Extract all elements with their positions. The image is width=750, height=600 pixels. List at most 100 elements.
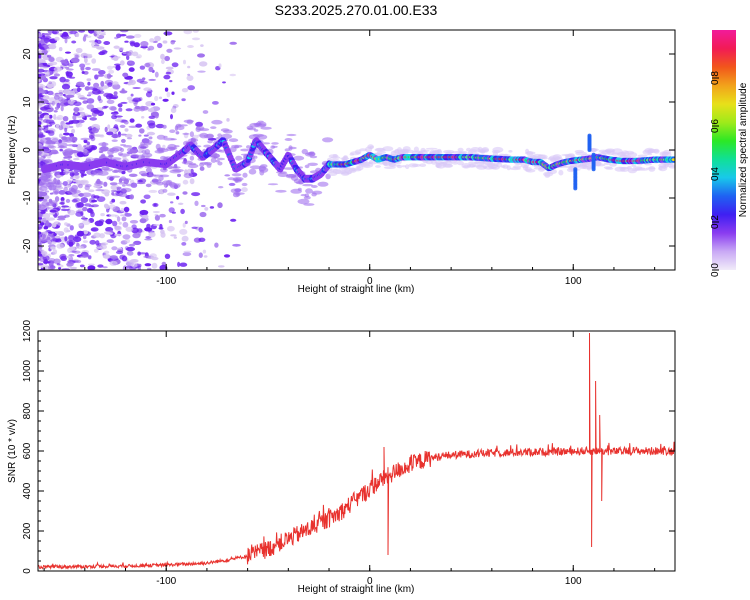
noise-blob	[120, 133, 127, 136]
ridge-halo-blob	[442, 163, 454, 168]
ridge-halo-blob	[577, 164, 588, 169]
noise-blob	[109, 255, 118, 259]
noise-blob	[228, 182, 236, 186]
noise-blob	[106, 239, 115, 244]
noise-blob	[96, 74, 104, 77]
ridge-halo-blob	[397, 147, 402, 153]
noise-blob	[130, 259, 139, 263]
noise-blob	[64, 222, 68, 226]
noise-blob	[112, 220, 118, 227]
ridge-halo-blob	[302, 183, 313, 187]
noise-blob	[97, 264, 104, 268]
ridge-halo-blob	[306, 152, 313, 156]
noise-blob	[79, 180, 88, 183]
ridge-halo-blob	[189, 155, 195, 161]
ridge-halo-blob	[144, 166, 152, 168]
ridge-halo-blob	[664, 163, 675, 168]
noise-blob	[181, 235, 189, 242]
noise-blob	[59, 202, 65, 205]
noise-blob	[198, 252, 203, 258]
noise-blob	[65, 198, 71, 203]
noise-blob	[105, 93, 113, 100]
noise-blob	[112, 83, 121, 90]
noise-blob	[41, 152, 50, 157]
noise-blob	[67, 209, 76, 216]
noise-blob	[53, 110, 58, 113]
noise-blob	[86, 78, 92, 82]
noise-blob	[100, 134, 104, 137]
ridge-halo-blob	[311, 185, 318, 188]
disturbance-blob	[573, 186, 578, 191]
noise-blob	[77, 223, 84, 227]
ridge-halo-blob	[508, 150, 513, 153]
noise-blob	[177, 261, 181, 267]
noise-blob	[38, 134, 46, 138]
ridge-halo-blob	[39, 186, 48, 191]
noise-blob	[135, 123, 143, 128]
noise-blob	[38, 238, 43, 242]
ridge-halo-blob	[307, 162, 319, 166]
ridge-halo-blob	[496, 162, 503, 168]
noise-blob	[70, 57, 80, 64]
noise-blob	[52, 249, 58, 255]
noise-blob	[202, 110, 209, 114]
ridge-halo-blob	[144, 149, 151, 155]
noise-blob	[148, 171, 154, 175]
noise-blob	[50, 130, 54, 134]
snr-ytick-label: 200	[22, 522, 33, 539]
noise-blob	[105, 220, 113, 224]
noise-blob	[152, 202, 159, 208]
ridge-halo-blob	[525, 148, 530, 154]
ridge-halo-blob	[419, 163, 427, 167]
ridge-halo-blob	[207, 140, 213, 144]
ridge-halo-blob	[637, 154, 648, 158]
noise-blob	[141, 116, 145, 119]
disturbance-blob	[591, 167, 596, 172]
noise-blob	[75, 32, 80, 38]
ridge-halo-blob	[561, 153, 573, 157]
noise-blob	[38, 156, 44, 160]
ridge-halo-blob	[162, 188, 168, 193]
noise-blob	[124, 211, 128, 215]
noise-blob	[146, 131, 156, 136]
ridge-halo-blob	[158, 148, 169, 153]
ridge-halo-blob	[199, 132, 209, 139]
noise-blob	[117, 103, 123, 108]
colorbar-tick-label: 0.4	[710, 167, 721, 181]
colorbar-tick-label: 0.6	[710, 119, 721, 133]
noise-blob	[122, 72, 129, 78]
ridge-halo-blob	[595, 163, 606, 167]
noise-blob	[67, 99, 76, 105]
noise-blob	[38, 263, 43, 266]
noise-blob	[82, 234, 87, 240]
noise-blob	[60, 208, 69, 212]
ridge-halo-blob	[304, 164, 310, 169]
noise-blob	[69, 30, 78, 35]
ridge-halo-blob	[54, 190, 59, 195]
ridge-halo-blob	[41, 181, 50, 185]
ridge-halo-blob	[474, 160, 486, 166]
ridge-halo-blob	[365, 146, 373, 153]
noise-blob	[198, 237, 206, 242]
snr-series-line	[38, 332, 675, 571]
ridge-halo-blob	[169, 169, 182, 174]
noise-blob	[186, 75, 194, 81]
noise-blob	[166, 91, 171, 98]
noise-blob	[53, 94, 60, 100]
ridge-halo-blob	[230, 188, 239, 194]
ridge-halo-blob	[223, 129, 233, 134]
ridge-halo-blob	[156, 181, 164, 186]
noise-blob	[170, 201, 174, 204]
noise-blob	[129, 118, 135, 123]
noise-blob	[229, 73, 237, 77]
noise-blob	[56, 114, 64, 121]
noise-blob	[76, 259, 82, 264]
noise-blob	[113, 91, 118, 96]
noise-blob	[62, 93, 66, 97]
noise-blob	[187, 65, 191, 69]
noise-blob	[119, 60, 125, 66]
noise-blob	[48, 81, 52, 85]
noise-blob	[65, 94, 75, 98]
